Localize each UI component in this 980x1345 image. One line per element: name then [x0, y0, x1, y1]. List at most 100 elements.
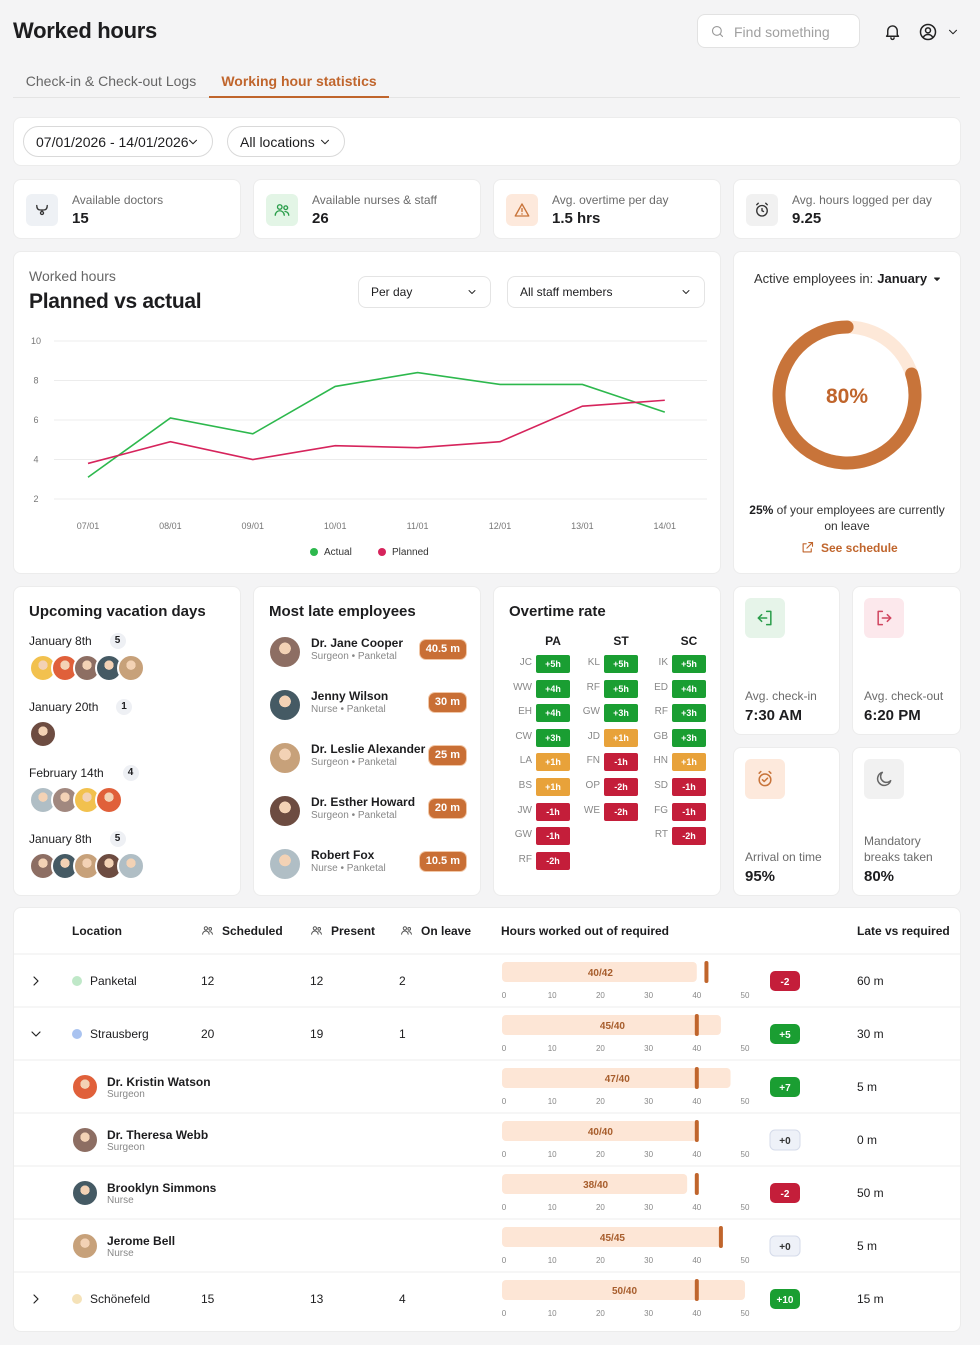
overtime-cell: -2h	[604, 778, 638, 796]
expand-chevron	[31, 1031, 41, 1037]
see-schedule-text: See schedule	[821, 540, 898, 555]
card-title: Overtime rate	[509, 603, 606, 620]
search-box[interactable]: Find something	[697, 14, 860, 48]
stat-label: Avg. check-out	[864, 689, 944, 703]
overtime-cell: -2h	[604, 802, 638, 821]
overtime-cell: +5h	[604, 679, 638, 698]
kpi-icon-box	[266, 194, 298, 226]
legend-label: Planned	[392, 547, 429, 558]
y-tick-label: 10	[31, 336, 41, 346]
x-tick-label: 10/01	[324, 521, 347, 531]
avatar	[29, 720, 57, 748]
chart-dropdown[interactable]: All staff members	[507, 276, 705, 308]
kpi-icon	[514, 203, 530, 217]
stat-icon-box	[864, 598, 904, 638]
y-tick-label: 2	[33, 494, 38, 504]
stat-text: Arrival on time 95%	[745, 849, 831, 885]
overtime-cell: +3h	[604, 704, 638, 723]
avatar	[117, 654, 145, 682]
vacation-date: January 20th	[29, 700, 99, 714]
cell-initials: JW	[517, 804, 532, 816]
kpi-icon	[36, 204, 48, 216]
staff-name: Dr. Theresa Webb	[107, 1128, 209, 1142]
employee-location: Panketal	[357, 651, 397, 662]
vacation-count: 5	[109, 831, 126, 847]
employee-meta: Surgeon • Panketal	[311, 810, 397, 821]
chart-dropdown[interactable]: Per day	[358, 276, 491, 308]
vacation-date: February 14th	[29, 766, 104, 780]
overtime-cell: -2h	[672, 827, 706, 846]
donut-note-text: of your employees are currently on leave	[776, 503, 945, 533]
chevron	[188, 139, 198, 145]
hours-tick-label: 30	[644, 1044, 653, 1053]
diff-badge	[770, 1289, 800, 1309]
cell-initials: CW	[515, 730, 532, 742]
filter-dropdown[interactable]: All locations	[227, 126, 345, 157]
kpi-label: Avg. hours logged per day	[792, 193, 932, 207]
stat-label: Mandatory breaks taken	[864, 834, 933, 864]
tab[interactable]: Working hour statistics	[221, 73, 377, 89]
late-value: 15 m	[857, 1292, 884, 1306]
stat-card: Avg. check-out 6:20 PM	[852, 586, 961, 735]
required-marker	[694, 1173, 699, 1195]
cell-initials: SD	[654, 780, 668, 791]
hours-tick-label: 30	[644, 1097, 653, 1106]
location-name[interactable]: Schönefeld	[90, 1292, 151, 1306]
donut-title: Active employees in: January	[754, 271, 943, 286]
late-value: 50 m	[857, 1186, 884, 1200]
vacation-count: 1	[116, 699, 132, 715]
cell-initials: RF	[654, 706, 668, 718]
hours-tick-label: 20	[596, 1203, 605, 1212]
employee-name: Dr. Jane Cooper	[311, 636, 404, 650]
cell-initials: GW	[514, 829, 532, 841]
diff-label: -2	[781, 1189, 790, 1200]
location-name[interactable]: Panketal	[90, 974, 137, 988]
staff-role: Nurse	[107, 1248, 134, 1259]
cell-initials: LA	[519, 755, 532, 767]
cell-initials: JD	[587, 730, 600, 742]
hours-tick-label: 50	[741, 1256, 750, 1265]
hours-tick-label: 40	[692, 1150, 701, 1159]
hours-tick-label: 0	[502, 1203, 507, 1212]
see-schedule-link[interactable]: See schedule	[800, 540, 898, 555]
count-value: 2	[399, 974, 406, 988]
hours-tick-label: 40	[692, 1097, 701, 1106]
cell-initials: JC	[519, 657, 532, 668]
filter-dropdown[interactable]: 07/01/2026 - 14/01/2026	[23, 126, 213, 157]
stat-icon	[757, 610, 772, 626]
chevron	[320, 139, 330, 145]
staff-name: Dr. Kristin Watson	[107, 1075, 211, 1089]
tab[interactable]: Check-in & Check-out Logs	[25, 73, 197, 89]
x-tick-label: 08/01	[159, 521, 182, 531]
user-menu-chevron	[948, 29, 958, 35]
hours-tick-label: 10	[548, 1097, 557, 1106]
cell-initials: KL	[587, 657, 600, 668]
employee-role: Nurse	[311, 704, 338, 715]
staff-role: Surgeon	[107, 1089, 145, 1100]
stat-icon	[758, 770, 772, 787]
stat-icon	[877, 610, 892, 626]
donut-value-label: 80%	[826, 385, 868, 408]
hours-bar	[502, 962, 697, 982]
hours-tick-label: 20	[596, 1256, 605, 1265]
avatar	[268, 741, 302, 775]
hours-tick-label: 0	[502, 1150, 507, 1159]
kpi-label: Avg. overtime per day	[552, 193, 669, 207]
tabs-divider	[13, 97, 960, 98]
column-header: ST	[613, 634, 629, 648]
filter-label: All locations	[240, 134, 315, 150]
location-name[interactable]: Strausberg	[90, 1027, 149, 1041]
kpi-value: 26	[312, 210, 329, 227]
donut-note-highlight: 25%	[749, 503, 774, 517]
late-card: Most late employees Dr. Jane Cooper Surgeo…	[253, 586, 481, 896]
stat-icon-box	[745, 598, 785, 638]
vacation-count: 4	[122, 765, 139, 781]
overtime-cell: +4h	[536, 704, 570, 723]
cell-initials: RF	[518, 853, 532, 865]
late-badge: 40.5 m	[419, 640, 466, 659]
kpi-icon-box	[746, 194, 778, 226]
stat-text: Avg. check-out 6:20 PM	[864, 688, 952, 724]
hours-tick-label: 30	[644, 991, 653, 1000]
y-tick-label: 8	[33, 376, 38, 386]
stat-value: 95%	[745, 868, 776, 885]
